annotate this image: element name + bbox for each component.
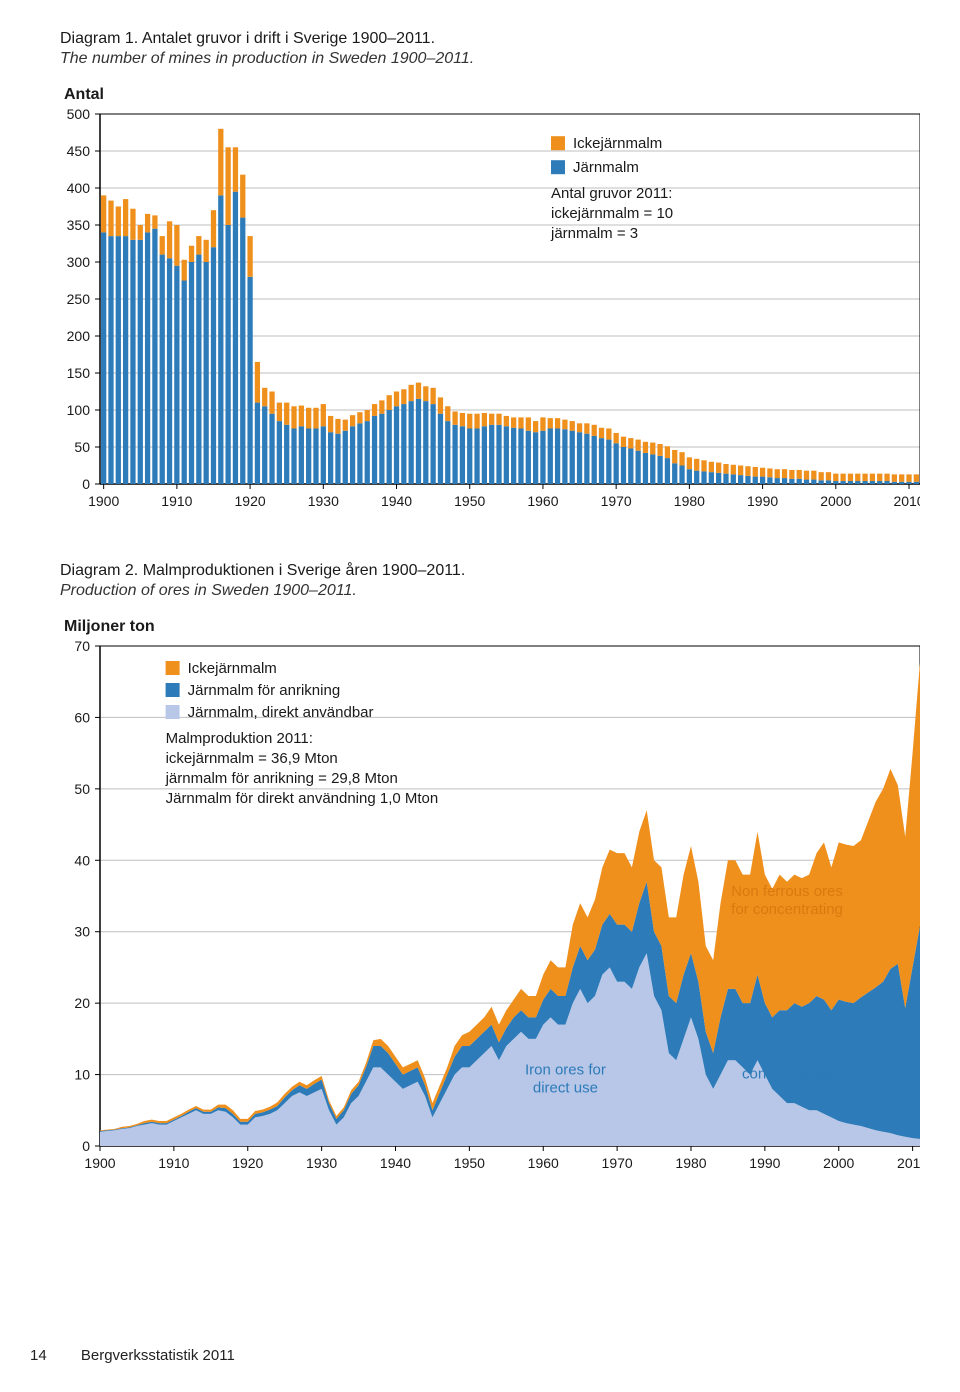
svg-text:150: 150 — [67, 365, 91, 381]
diagram2-ylabel: Miljoner ton — [64, 618, 900, 636]
svg-text:350: 350 — [67, 217, 91, 233]
svg-text:450: 450 — [67, 143, 91, 159]
svg-text:2010: 2010 — [897, 1155, 920, 1171]
diagram2-title: Diagram 2. Malmproduktionen i Sverige år… — [60, 562, 900, 580]
svg-text:Järnmalm för direkt användning: Järnmalm för direkt användning 1,0 Mton — [166, 790, 439, 807]
diagram-2: Diagram 2. Malmproduktionen i Sverige år… — [60, 562, 900, 1174]
svg-text:for concentrating: for concentrating — [731, 901, 843, 918]
svg-text:1970: 1970 — [601, 493, 632, 509]
svg-text:70: 70 — [74, 640, 90, 654]
svg-text:Iron ores for: Iron ores for — [525, 1062, 606, 1079]
svg-text:400: 400 — [67, 180, 91, 196]
svg-text:Malmproduktion 2011:: Malmproduktion 2011: — [166, 730, 313, 747]
svg-text:500: 500 — [67, 108, 91, 122]
diagram1-chart: 0 50 100 150 200 250 300 350 400 450 500 1900 1910 19… — [60, 108, 900, 512]
svg-text:1970: 1970 — [602, 1155, 633, 1171]
svg-text:1950: 1950 — [454, 1155, 485, 1171]
diagram2-chart: 0 10 20 30 40 50 60 70 1900 1910 1920 1930 1940 1950 1… — [60, 640, 900, 1174]
svg-text:2000: 2000 — [823, 1155, 854, 1171]
diagram2-subtitle: Production of ores in Sweden 1900–2011. — [60, 582, 900, 600]
svg-text:1930: 1930 — [308, 493, 339, 509]
svg-text:1980: 1980 — [675, 1155, 706, 1171]
svg-text:Non ferrous ores: Non ferrous ores — [731, 883, 843, 900]
svg-text:60: 60 — [74, 709, 90, 725]
svg-text:1900: 1900 — [88, 493, 119, 509]
publication-name: Bergverksstatistik 2011 — [81, 1347, 235, 1364]
diagram1-title: Diagram 1. Antalet gruvor i drift i Sver… — [60, 30, 900, 48]
svg-text:1950: 1950 — [454, 493, 485, 509]
svg-text:250: 250 — [67, 291, 91, 307]
svg-text:100: 100 — [67, 402, 91, 418]
svg-text:1980: 1980 — [674, 493, 705, 509]
svg-text:50: 50 — [74, 781, 90, 797]
svg-text:1960: 1960 — [527, 493, 558, 509]
svg-text:1920: 1920 — [232, 1155, 263, 1171]
svg-text:0: 0 — [82, 476, 90, 492]
svg-text:Iron ores for: Iron ores for — [747, 1047, 828, 1064]
svg-text:1990: 1990 — [749, 1155, 780, 1171]
svg-text:1910: 1910 — [161, 493, 192, 509]
svg-text:1990: 1990 — [747, 493, 778, 509]
svg-text:1910: 1910 — [158, 1155, 189, 1171]
svg-text:1920: 1920 — [235, 493, 266, 509]
svg-text:1940: 1940 — [380, 1155, 411, 1171]
svg-text:direct use: direct use — [533, 1080, 598, 1097]
svg-text:50: 50 — [74, 439, 90, 455]
svg-text:Järnmalm för anrikning: Järnmalm för anrikning — [188, 682, 341, 699]
svg-text:30: 30 — [74, 924, 90, 940]
svg-text:järnmalm = 3: järnmalm = 3 — [550, 225, 638, 242]
svg-text:1900: 1900 — [84, 1155, 115, 1171]
svg-text:Ickejärnmalm: Ickejärnmalm — [188, 660, 277, 677]
svg-text:40: 40 — [74, 852, 90, 868]
svg-text:Antal gruvor 2011:: Antal gruvor 2011: — [551, 185, 672, 202]
diagram1-subtitle: The number of mines in production in Swe… — [60, 50, 900, 68]
page-footer: 14 Bergverksstatistik 2011 — [30, 1347, 235, 1364]
svg-text:concentrating: concentrating — [742, 1065, 832, 1082]
page-number: 14 — [30, 1347, 47, 1364]
svg-text:järnmalm för anrikning = 29,8: järnmalm för anrikning = 29,8 Mton — [165, 770, 398, 787]
svg-text:200: 200 — [67, 328, 91, 344]
svg-text:20: 20 — [74, 995, 90, 1011]
svg-text:ickejärnmalm = 36,9 Mton: ickejärnmalm = 36,9 Mton — [166, 750, 338, 767]
diagram-1: Diagram 1. Antalet gruvor i drift i Sver… — [60, 30, 900, 512]
svg-text:Järnmalm, direkt användbar: Järnmalm, direkt användbar — [188, 704, 374, 721]
diagram1-ylabel: Antal — [64, 86, 900, 104]
svg-text:Ickejärnmalm: Ickejärnmalm — [573, 135, 662, 152]
svg-text:ickejärnmalm = 10: ickejärnmalm = 10 — [551, 205, 673, 222]
svg-text:0: 0 — [82, 1138, 90, 1154]
svg-text:1930: 1930 — [306, 1155, 337, 1171]
svg-text:2000: 2000 — [820, 493, 851, 509]
svg-text:300: 300 — [67, 254, 91, 270]
svg-text:2010: 2010 — [893, 493, 920, 509]
svg-text:1940: 1940 — [381, 493, 412, 509]
svg-text:Järnmalm: Järnmalm — [573, 159, 639, 176]
svg-text:1960: 1960 — [528, 1155, 559, 1171]
svg-text:10: 10 — [74, 1067, 90, 1083]
